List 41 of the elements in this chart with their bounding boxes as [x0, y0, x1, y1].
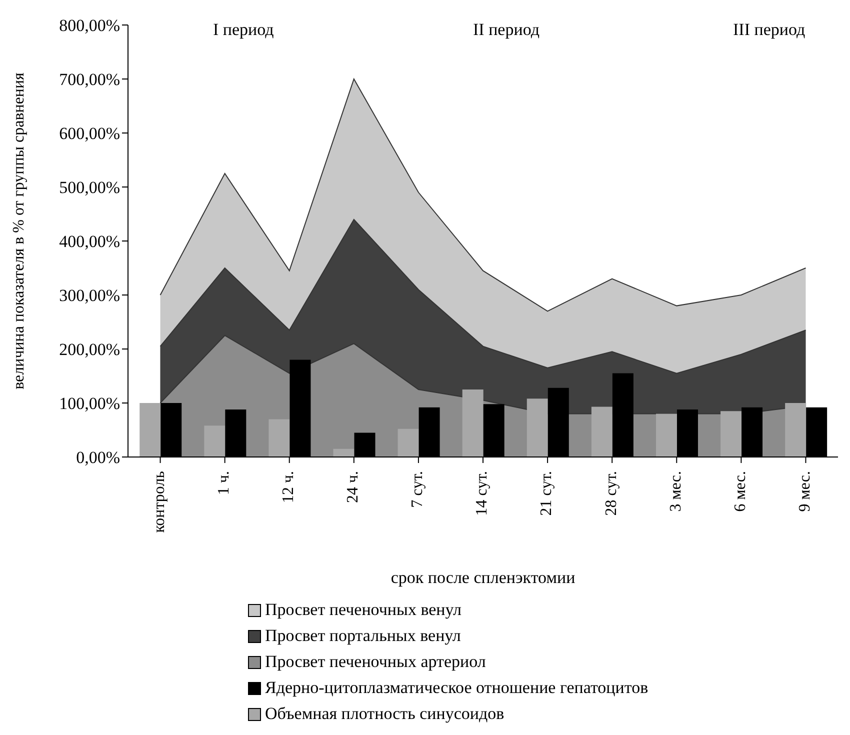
y-tick-label: 200,00% — [59, 340, 120, 360]
y-axis-title: величина показателя в % от группы сравнения — [10, 72, 28, 390]
bar — [140, 403, 161, 457]
y-tick-label: 700,00% — [59, 70, 120, 90]
legend-label: Просвет печеночных артериол — [265, 652, 486, 672]
x-tick-label: 28 сут. — [602, 471, 620, 516]
x-tick-label: 24 ч. — [344, 471, 362, 504]
y-tick-label: 500,00% — [59, 178, 120, 198]
bar — [526, 398, 548, 457]
bar — [268, 419, 290, 457]
y-tick-label: 300,00% — [59, 286, 120, 306]
bar — [785, 403, 806, 457]
legend-label: Ядерно-цитоплазматическое отношение гепатоцитов — [265, 678, 648, 698]
bar — [462, 390, 484, 457]
bar — [204, 426, 226, 457]
x-tick-label: 7 сут. — [409, 471, 426, 508]
x-tick-label: 14 сут. — [474, 471, 491, 516]
y-tick-label: 0,00% — [76, 448, 120, 468]
bar — [720, 411, 742, 457]
annotation: I период — [213, 20, 274, 40]
x-tick-label: 12 ч. — [280, 471, 298, 504]
bar — [398, 428, 419, 457]
bar — [591, 406, 612, 457]
x-tick-label: 9 мес. — [796, 471, 814, 512]
x-tick-label: контроль — [150, 471, 168, 533]
y-tick-label: 100,00% — [59, 394, 120, 414]
y-tick-label: 800,00% — [59, 16, 120, 36]
x-tick-label: 21 сут. — [538, 471, 556, 516]
y-tick-label: 400,00% — [59, 232, 120, 252]
bar — [656, 414, 677, 457]
x-tick-label: 6 мес. — [732, 471, 749, 512]
legend-label: Объемная плотность синусоидов — [265, 704, 504, 724]
legend-label: Просвет портальных венул — [265, 626, 461, 646]
x-tick-label: 1 ч. — [215, 471, 232, 496]
bar — [333, 448, 354, 457]
x-tick-label: 3 мес. — [667, 471, 684, 512]
x-axis-title: срок после спленэктомии — [390, 568, 576, 587]
annotation: III период — [733, 20, 806, 40]
legend-label: Просвет печеночных венул — [265, 600, 462, 620]
annotation: II период — [473, 20, 540, 40]
y-tick-label: 600,00% — [59, 124, 120, 144]
